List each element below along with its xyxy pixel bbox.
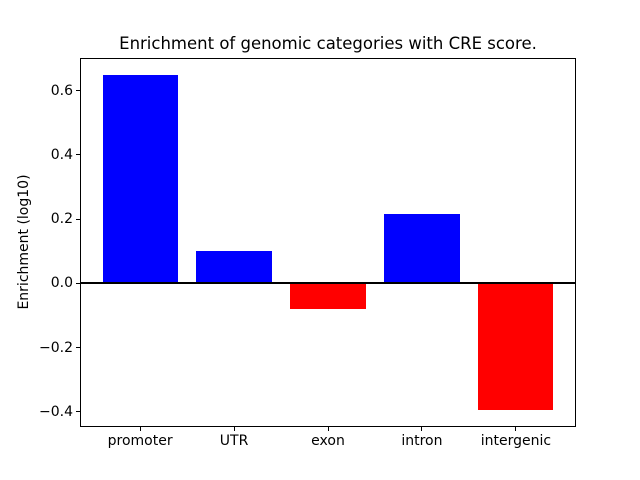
y-tick-mark [76,90,80,92]
y-tick-mark [76,411,80,413]
zero-line [81,282,575,285]
bar-intergenic [478,283,554,411]
y-tick-mark [76,154,80,156]
x-tick-label-promoter: promoter [107,433,173,449]
plot-area [80,58,576,427]
bar-promoter [102,74,178,284]
x-tick-label-intron: intron [401,433,443,449]
y-tick-label: 0.6 [50,82,73,99]
x-tick-mark [327,427,329,431]
x-tick-mark [139,427,141,431]
y-tick-mark [76,347,80,349]
y-tick-label: 0.0 [50,275,73,292]
y-tick-label: −0.4 [39,403,73,420]
x-tick-mark [515,427,517,431]
x-tick-label-exon: exon [311,433,345,449]
x-tick-mark [233,427,235,431]
bar-UTR [196,251,272,284]
y-tick-label: 0.4 [50,146,73,163]
y-tick-mark [76,282,80,284]
y-tick-label: 0.2 [50,211,73,228]
bar-exon [290,283,366,310]
x-tick-label-UTR: UTR [219,433,249,449]
y-tick-label: −0.2 [39,339,73,356]
chart-title: Enrichment of genomic categories with CR… [119,34,537,53]
x-tick-label-intergenic: intergenic [480,433,552,449]
bar-intron [384,214,460,284]
y-tick-mark [76,218,80,220]
x-tick-mark [421,427,423,431]
